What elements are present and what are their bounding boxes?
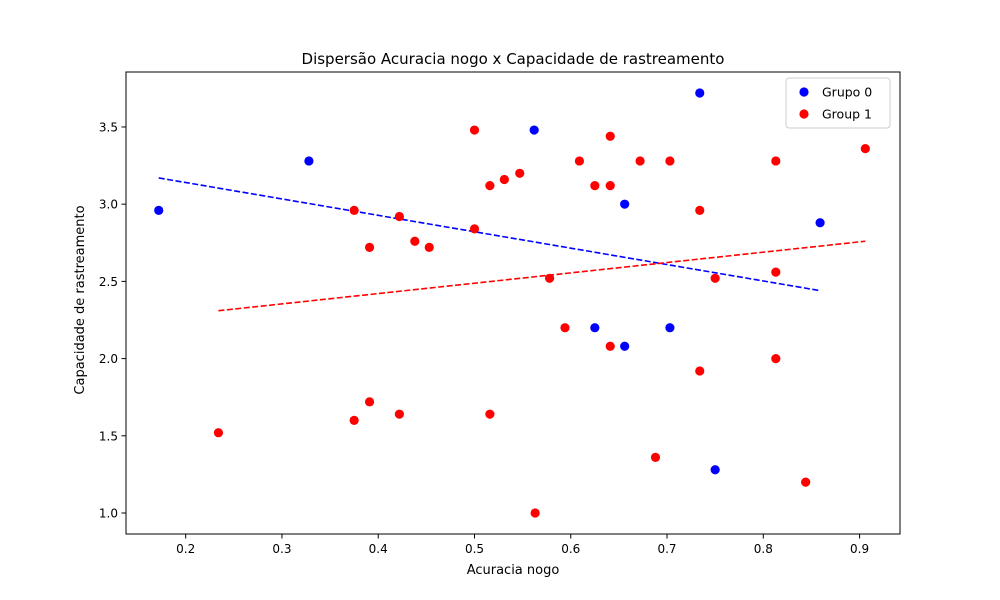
data-point-series1-17 bbox=[530, 508, 540, 518]
data-point-series1-29 bbox=[771, 156, 781, 166]
data-point-series1-23 bbox=[635, 156, 645, 166]
data-point-series1-2 bbox=[364, 242, 375, 253]
legend: Grupo 0 Group 1 bbox=[785, 77, 891, 129]
data-point-series0-6 bbox=[590, 323, 600, 333]
data-point-series1-3 bbox=[394, 211, 405, 222]
x-tick-label-2: 0.4 bbox=[369, 542, 388, 556]
y-tick-label-2: 2.0 bbox=[99, 352, 118, 366]
data-point-series1-10 bbox=[469, 224, 480, 234]
y-tick-label-3: 2.5 bbox=[99, 275, 118, 289]
x-tick-label-0: 0.2 bbox=[176, 542, 195, 556]
data-point-series1-28 bbox=[710, 273, 720, 283]
data-point-series1-8 bbox=[394, 409, 405, 419]
data-point-series1-27 bbox=[695, 366, 705, 376]
x-tick-label-7: 0.9 bbox=[850, 542, 869, 556]
data-point-series1-12 bbox=[499, 174, 509, 185]
data-point-series0-0 bbox=[154, 205, 164, 215]
legend-box bbox=[785, 77, 891, 129]
data-point-series1-1 bbox=[349, 205, 359, 215]
data-point-series0-5 bbox=[815, 218, 825, 228]
x-tick-label-5: 0.7 bbox=[657, 542, 676, 556]
x-tick-label-3: 0.5 bbox=[465, 542, 484, 556]
data-point-series1-7 bbox=[364, 397, 375, 407]
legend-label-0: Grupo 0 bbox=[822, 85, 872, 100]
data-point-series1-22 bbox=[605, 341, 615, 351]
data-point-series1-21 bbox=[605, 181, 615, 191]
data-point-series1-0 bbox=[213, 428, 224, 438]
x-tick-label-1: 0.3 bbox=[272, 542, 291, 556]
y-tick-label-0: 1.0 bbox=[99, 507, 118, 521]
y-tick-label-1: 1.5 bbox=[99, 429, 118, 443]
x-axis-label: Acuracia nogo bbox=[467, 563, 560, 578]
y-tick-label-4: 3.0 bbox=[99, 198, 118, 212]
data-point-series1-33 bbox=[860, 143, 870, 154]
data-point-series1-15 bbox=[544, 273, 555, 283]
chart-title: Dispersão Acuracia nogo x Capacidade de … bbox=[302, 50, 725, 68]
data-point-series0-4 bbox=[695, 88, 705, 98]
data-point-series1-9 bbox=[469, 125, 480, 135]
trend-line-0 bbox=[158, 177, 821, 292]
legend-marker-0 bbox=[799, 87, 809, 97]
data-point-series1-14 bbox=[485, 409, 495, 419]
data-point-series1-26 bbox=[695, 205, 705, 215]
data-point-series1-11 bbox=[485, 181, 495, 191]
data-point-series0-1 bbox=[304, 156, 314, 166]
plot-frame bbox=[125, 71, 901, 535]
data-point-series1-16 bbox=[560, 323, 570, 333]
trend-line-1 bbox=[218, 240, 866, 312]
data-point-series0-9 bbox=[710, 465, 720, 475]
data-point-series1-32 bbox=[801, 477, 811, 487]
legend-label-1: Group 1 bbox=[822, 107, 872, 122]
data-point-series1-18 bbox=[574, 156, 585, 166]
y-axis-label: Capacidade de rastreamento bbox=[73, 205, 88, 394]
data-point-series1-31 bbox=[771, 353, 781, 364]
legend-marker-1 bbox=[799, 109, 809, 119]
data-point-series1-6 bbox=[349, 415, 359, 425]
data-point-series1-25 bbox=[665, 156, 675, 166]
x-tick-label-6: 0.8 bbox=[754, 542, 773, 556]
data-point-series1-30 bbox=[771, 267, 781, 277]
data-point-series1-24 bbox=[650, 452, 661, 463]
data-point-series1-5 bbox=[424, 242, 434, 253]
data-point-series0-8 bbox=[665, 323, 675, 333]
data-point-series1-4 bbox=[410, 236, 420, 246]
plot-area: 0.2 0.3 0.4 0.5 0.6 0.7 0.8 0.9 1.0 1.5 2.0 2.5 3.0 3… bbox=[99, 71, 901, 556]
data-point-series0-3 bbox=[620, 199, 630, 209]
x-tick-label-4: 0.6 bbox=[561, 542, 580, 556]
data-point-series0-2 bbox=[529, 125, 539, 135]
data-point-series0-7 bbox=[620, 341, 630, 351]
data-point-series1-20 bbox=[605, 131, 615, 141]
data-point-series1-19 bbox=[590, 181, 600, 191]
data-point-series1-13 bbox=[515, 168, 525, 178]
y-tick-label-5: 3.5 bbox=[99, 120, 118, 134]
